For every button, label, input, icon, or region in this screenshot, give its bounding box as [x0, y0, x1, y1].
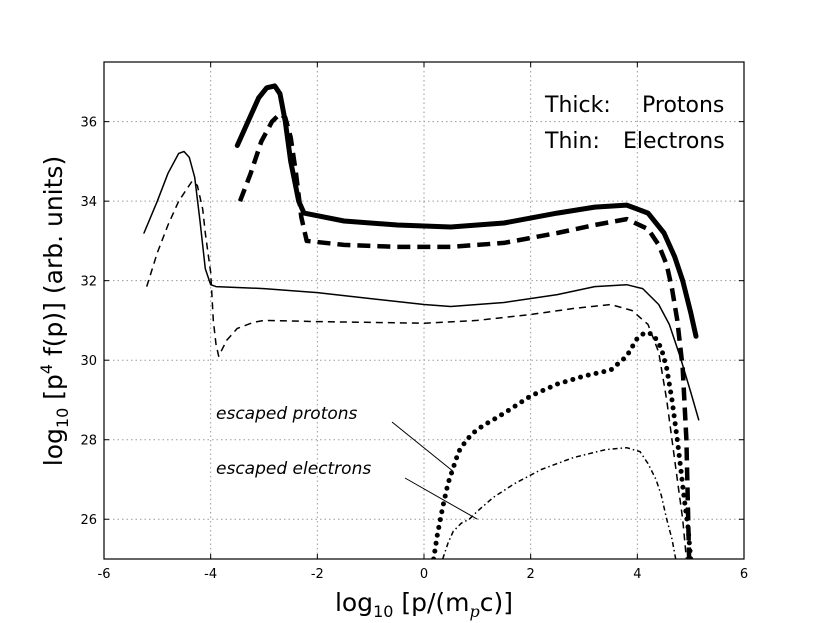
x-tick-label: 6: [740, 567, 748, 582]
axis-ticks: [103, 62, 745, 559]
x-tick-label: 4: [633, 567, 641, 582]
x-tick-labels: -6 -4 -2 0 2 4 6: [98, 567, 749, 582]
grid: [104, 62, 744, 559]
y-tick-label: 30: [80, 354, 97, 369]
x-tick-label: -4: [204, 567, 217, 582]
x-tick-label: -2: [311, 567, 324, 582]
y-tick-label: 26: [80, 513, 97, 528]
y-tick-label: 34: [80, 195, 97, 210]
legend-line1-label: Thick:: [544, 93, 611, 118]
x-axis-label: log10 [p/(mpc)]: [335, 588, 513, 621]
series-electrons-thin-solid: [143, 150, 700, 421]
annotation-escaped-electrons: escaped electrons: [216, 459, 371, 479]
y-tick-label: 32: [80, 275, 97, 290]
x-tick-label: 2: [527, 567, 535, 582]
annotation-arrow: [404, 477, 478, 520]
series-escaped-protons: [431, 329, 694, 559]
y-axis-label: log10 [p4 f(p)] (arb. units): [37, 156, 72, 466]
y-tick-label: 36: [80, 116, 97, 131]
series-escaped-electrons: [441, 446, 677, 559]
series-protons-thick-solid: [234, 83, 699, 339]
x-tick-label: -6: [98, 567, 111, 582]
series-protons-thick-dashed: [237, 111, 692, 559]
series-electrons-thin-dashed: [145, 180, 688, 559]
y-tick-labels: 26 28 30 32 34 36: [80, 116, 97, 529]
legend-line2-label: Thin:: [544, 129, 600, 154]
legend-line2-value: Electrons: [623, 129, 725, 154]
annotation-escaped-protons: escaped protons: [216, 404, 358, 424]
series-layer: [143, 83, 700, 559]
annotation-lines: [391, 421, 478, 520]
x-tick-label: 0: [420, 567, 428, 582]
annotation-arrow: [391, 421, 454, 472]
y-tick-label: 28: [80, 434, 97, 449]
legend-line1-value: Protons: [642, 93, 724, 118]
